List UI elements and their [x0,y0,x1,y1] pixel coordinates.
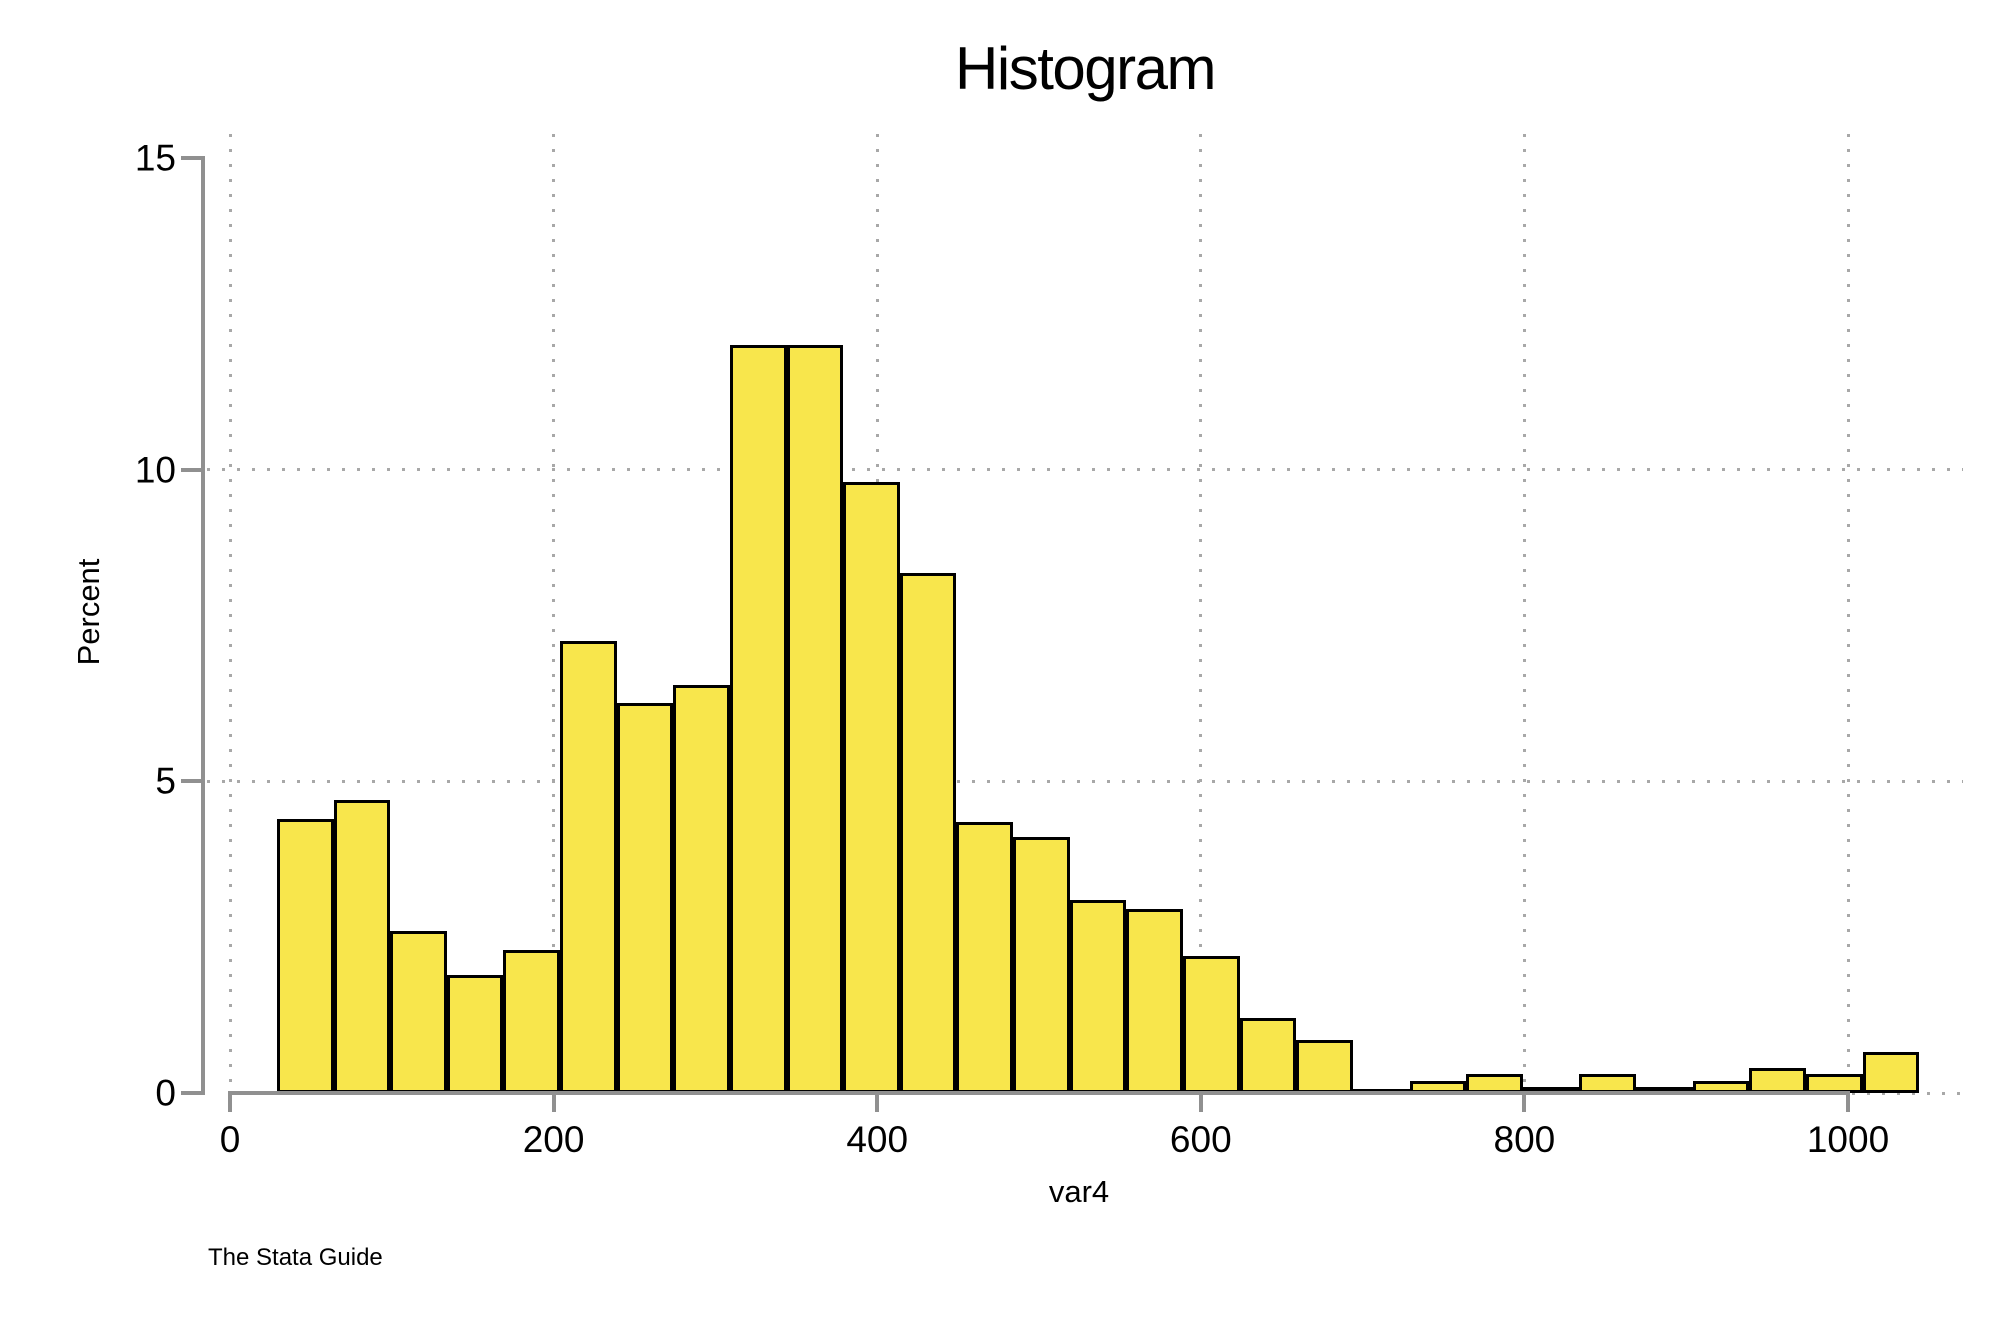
histogram-bar [1069,899,1127,1093]
y-gridline [207,779,1963,783]
histogram-bar [899,572,957,1093]
x-tick [1846,1093,1850,1112]
histogram-bar [786,345,844,1093]
watermark-text: The Stata Guide [208,1244,383,1271]
histogram-bar [1126,909,1183,1093]
histogram-bar [1239,1018,1297,1093]
x-tick [1198,1093,1203,1112]
y-zero-gridline-segment [1852,1091,1963,1095]
x-tick [551,1093,556,1112]
histogram-bar [616,703,674,1093]
y-tick [181,1091,203,1095]
x-tick [1522,1093,1527,1112]
histogram-bar [503,949,561,1093]
histogram-bar [1749,1068,1806,1093]
histogram-bar [390,930,447,1093]
x-tick-label: 0 [219,1119,241,1160]
y-tick-label: 0 [155,1072,176,1114]
histogram-bar [446,974,504,1093]
x-tick-label: 200 [522,1119,585,1160]
histogram-bar [843,482,900,1093]
x-axis-title: var4 [1048,1174,1110,1209]
histogram-bar [729,345,787,1093]
y-axis-title: Percent [71,558,106,666]
x-gridline [228,134,232,1091]
histogram-bar [333,800,391,1093]
y-axis-line [201,156,205,1095]
histogram-bar [1862,1052,1920,1093]
x-gridline [1522,134,1526,1091]
y-tick-label: 5 [155,760,176,802]
y-tick-label: 10 [134,449,176,491]
y-tick [181,156,203,161]
x-tick-label: 800 [1493,1119,1556,1160]
y-tick [181,467,203,472]
x-gridline [1199,134,1203,1091]
y-gridline [207,468,1963,472]
histogram-bar [1183,955,1240,1093]
y-tick-label: 15 [134,137,176,179]
x-axis-line [228,1091,1850,1095]
histogram-bar [560,641,617,1093]
x-tick-label: 600 [1169,1119,1232,1160]
x-gridline [1846,134,1850,1091]
x-tick [228,1093,232,1112]
x-tick-label: 1000 [1806,1119,1890,1160]
x-tick [875,1093,880,1112]
y-tick [181,779,203,784]
histogram-bar [673,684,730,1093]
histogram-bar [1296,1040,1353,1093]
histogram-bar [1013,837,1070,1093]
histogram-bar [276,818,334,1093]
histogram-bar [956,821,1014,1093]
x-tick-label: 400 [846,1119,909,1160]
chart-title: Histogram [955,35,1216,102]
x-gridline [552,134,556,1091]
